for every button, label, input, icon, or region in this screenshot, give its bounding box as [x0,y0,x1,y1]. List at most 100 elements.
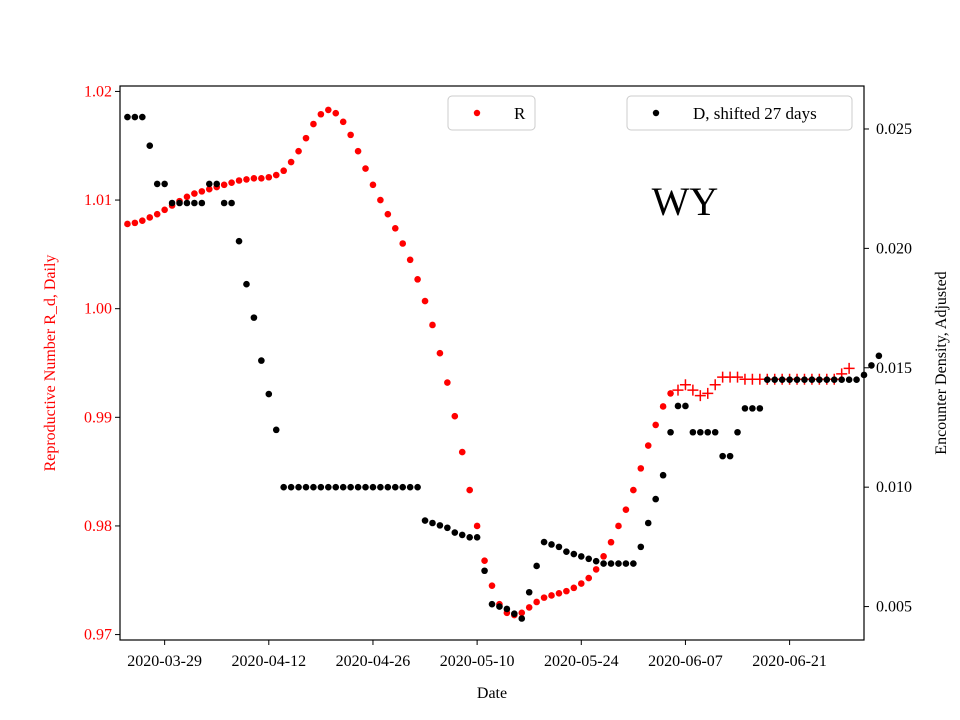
x-tick-label: 2020-06-07 [648,653,723,670]
legend-r-label: R [514,104,526,123]
r-point [585,574,593,582]
d-point [830,376,838,384]
r-point [339,118,347,126]
d-point [756,405,764,412]
r-point [473,522,481,530]
d-point [719,452,726,460]
d-point [496,603,503,610]
d-point [317,483,325,491]
r-forecast-point [694,390,706,402]
d-series [124,113,883,622]
d-point [555,543,563,551]
r-point [280,167,287,175]
d-point [228,199,235,207]
d-point [391,483,399,491]
d-point [518,615,526,622]
x-tick-label: 2020-03-29 [127,653,202,670]
r-point [325,106,332,114]
d-point [377,483,384,491]
r-point [518,609,526,617]
x-tick-label: 2020-04-12 [231,653,306,670]
r-series [124,106,674,619]
d-point [711,428,719,436]
d-point [325,483,332,491]
r-point [429,321,436,329]
d-point [868,362,875,369]
r-forecast-point [843,362,855,374]
d-point [466,534,473,541]
r-point [555,589,563,597]
r-point [250,175,258,182]
r-point [347,131,354,139]
r-point [540,594,548,601]
r-point [570,584,578,592]
r-forecast-point [687,384,699,396]
d-point [600,560,607,567]
r-point [444,379,451,386]
d-point [622,560,630,567]
y1-tick-label: 1.00 [84,301,112,318]
d-point [503,605,511,613]
legend-r-marker [473,109,481,117]
r-point [525,604,533,611]
d-point [585,555,593,563]
d-point [563,548,570,555]
d-point [183,199,191,207]
r-point [369,181,377,189]
r-point [384,210,392,218]
r-point [533,598,540,606]
r-point [272,171,280,179]
r-point [421,297,429,305]
d-point [525,588,533,596]
d-point [295,483,302,491]
d-point [659,471,667,479]
d-point [347,483,354,491]
d-point [786,376,793,384]
d-point [124,113,131,121]
y1-axis-label: Reproductive Number R_d, Daily [42,255,59,472]
r-point [354,147,362,155]
r-point [399,240,407,247]
d-point [808,376,816,384]
d-point [220,199,228,207]
y2-tick-label: 0.020 [876,240,912,257]
r-point [600,553,607,560]
x-tick-label: 2020-05-24 [544,653,619,670]
d-point [778,376,786,384]
d-point [577,553,585,560]
d-point [570,550,578,558]
d-point [362,483,369,491]
d-point [287,483,295,491]
d-point [250,314,258,321]
r-point [406,256,414,264]
d-point [421,517,429,524]
r-point [481,557,488,565]
r-point [548,592,555,599]
d-point [763,376,771,384]
r-point [139,217,146,224]
r-point [243,176,250,183]
legend-d-marker [652,109,660,117]
d-point [615,560,622,567]
r-point [235,177,243,184]
x-tick-label: 2020-05-10 [440,653,515,670]
r-forecast-point [672,384,684,396]
y2-tick-label: 0.005 [876,599,912,616]
x-axis-label: Date [477,685,507,702]
d-point [741,405,749,412]
d-point [592,557,600,565]
d-point [652,495,659,503]
d-point [258,357,265,364]
d-point [399,483,407,491]
d-point [302,483,310,491]
d-point [548,541,555,548]
d-point [369,483,377,491]
r-point [451,412,459,420]
d-point [533,562,540,570]
d-point [458,531,466,539]
d-point [451,529,459,536]
r-point [577,580,585,587]
d-point [191,199,198,207]
r-point [310,120,317,128]
